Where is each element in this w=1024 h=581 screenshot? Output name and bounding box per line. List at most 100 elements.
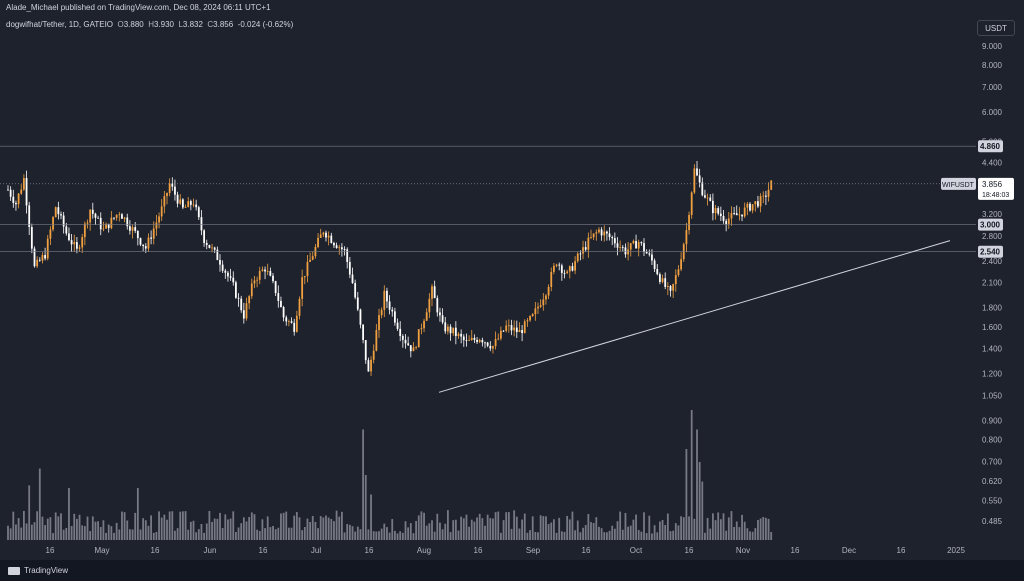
volume-bar [351, 526, 354, 540]
volume-bar [531, 516, 534, 540]
candle-body [197, 207, 200, 218]
volume-bar [184, 511, 187, 540]
low-label: L [178, 20, 183, 29]
currency-button[interactable]: USDT [977, 20, 1015, 36]
candle-body [611, 237, 614, 239]
volume-bar [436, 513, 439, 540]
volume-bar [722, 513, 725, 540]
candle-body [213, 247, 216, 250]
tradingview-logo[interactable]: TradingView [8, 566, 68, 575]
volume-bar [640, 531, 643, 540]
candle-body [616, 243, 619, 248]
y-tick-label: 0.800 [982, 436, 1003, 445]
close-value: 3.856 [213, 20, 234, 29]
volume-bar [68, 488, 70, 540]
candle-body [537, 306, 539, 309]
candle-body [542, 299, 545, 306]
candle-body [171, 183, 174, 187]
candle-body [129, 226, 131, 231]
candle-body [341, 247, 343, 250]
candle-body [131, 227, 134, 231]
candle-body [582, 247, 584, 254]
volume-bar [356, 526, 359, 540]
x-tick-label: 16 [365, 546, 374, 555]
candle-body [693, 168, 696, 193]
volume-bar [624, 512, 627, 540]
volume-bar [25, 523, 28, 540]
volume-bar [404, 521, 407, 540]
publisher-line: Alade_Michael published on TradingView.c… [6, 3, 271, 12]
volume-bar [182, 511, 184, 540]
candle-body [431, 286, 433, 299]
volume-bar [595, 517, 598, 540]
candle-body [401, 336, 404, 340]
volume-bar [733, 527, 735, 540]
volume-bar [139, 529, 142, 540]
candle-body [688, 214, 690, 231]
high-label: H [148, 20, 154, 29]
volume-bar [150, 515, 152, 540]
candle-body [41, 255, 44, 261]
price-label-box [978, 245, 1003, 258]
volume-bar [706, 517, 709, 540]
y-tick-label: 1.200 [982, 370, 1003, 379]
volume-bar [598, 526, 600, 540]
candle-body [558, 264, 561, 266]
volume-bar [616, 521, 619, 540]
candle-body [545, 295, 547, 300]
y-tick-label: 1.050 [982, 391, 1003, 400]
symbol-name[interactable]: dogwifhat/Tether, 1D, GATEIO [6, 20, 114, 29]
volume-bar [696, 429, 698, 540]
candle-body [399, 328, 402, 337]
volume-bar [439, 522, 441, 540]
candle-body [637, 242, 640, 249]
candle-body [335, 245, 338, 248]
volume-bar [417, 515, 420, 540]
price-label-text: 4.860 [980, 142, 1001, 151]
candle-body [465, 340, 468, 341]
volume-bar [759, 518, 762, 540]
candle-body [235, 282, 237, 298]
candle-body [94, 213, 97, 218]
volume-bar [36, 511, 39, 540]
candle-body [690, 192, 693, 215]
volume-bar [396, 533, 399, 540]
volume-bar [113, 532, 115, 540]
candle-body [319, 234, 322, 238]
volume-bar [529, 530, 531, 540]
candle-body [272, 275, 274, 282]
volume-bar [197, 529, 200, 540]
candle-body [770, 180, 773, 190]
candle-body [330, 235, 333, 243]
volume-bar [338, 516, 341, 540]
volume-bar [627, 526, 629, 540]
volume-bar [727, 517, 730, 540]
candle-body [555, 264, 558, 266]
x-tick-label: Dec [842, 546, 856, 555]
candle-body [608, 233, 611, 238]
candle-body [600, 229, 603, 236]
candle-body [68, 233, 70, 241]
candle-body [547, 286, 550, 296]
volume-bar [261, 519, 264, 540]
volume-bar [341, 511, 343, 540]
candle-body [447, 326, 449, 332]
volume-bar [492, 518, 494, 540]
volume-bar [709, 528, 712, 540]
candle-body [370, 359, 372, 372]
volume-bar [166, 519, 168, 540]
volume-bar [224, 514, 227, 540]
candle-body [606, 231, 608, 234]
candle-body [741, 214, 743, 217]
volume-bar [65, 528, 68, 540]
y-tick-label: 2.400 [982, 257, 1003, 266]
candle-body [481, 339, 484, 343]
candle-body [529, 315, 531, 321]
x-tick-label: 16 [474, 546, 483, 555]
price-chart[interactable]: 9.0008.0007.0006.0005.0004.4003.2002.800… [0, 0, 1024, 560]
volume-bar [12, 511, 15, 540]
volume-bar [245, 521, 248, 540]
volume-bar [582, 527, 584, 540]
volume-bars [7, 410, 773, 540]
volume-bar [407, 527, 410, 540]
